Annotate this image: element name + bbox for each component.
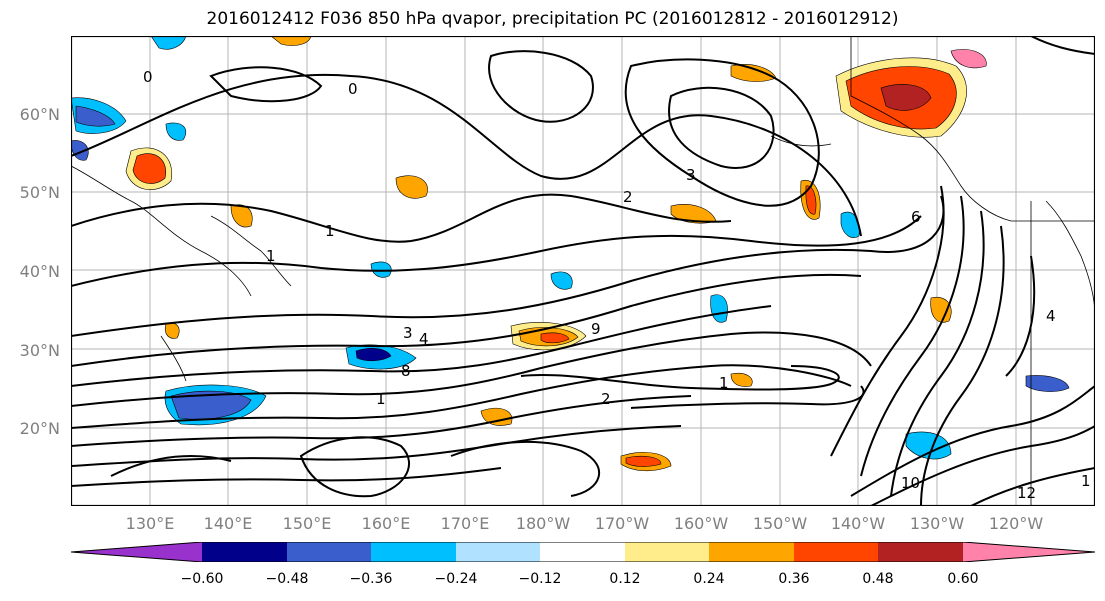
gridlines [71,36,1095,506]
lon-label-170w: 170°W [594,514,650,533]
contour-label: 3 [686,166,696,184]
colorbar [71,542,1095,562]
colorbar-tick: −0.48 [265,571,309,587]
lon-label-180w: 180°W [515,514,571,533]
lon-label-120w: 120°W [988,514,1044,533]
contour-label: 6 [911,208,921,226]
lat-label-50n: 50°N [19,183,60,202]
colorbar-tick: −0.36 [349,571,393,587]
contour-label: 8 [401,362,411,380]
lon-label-130w: 130°W [909,514,965,533]
colorbar-tick: 0.60 [947,571,979,587]
lon-label-150w: 150°W [752,514,808,533]
contour-label: 1 [325,222,335,240]
positive-shading [125,36,987,472]
map-border [71,36,1095,506]
colorbar-segment [963,542,1095,562]
contour-label: 1 [1081,472,1091,490]
colorbar-segment [371,542,456,562]
lon-label-130e: 130°E [125,514,175,533]
contour-label: 2 [601,390,611,408]
qvapor-contours [71,36,1095,506]
colorbar-tick: −0.12 [518,571,562,587]
colorbar-segment [794,542,878,562]
contour-label: 9 [591,320,601,338]
map-panel: 0 0 1 1 2 3 3 4 6 8 1 2 1 9 10 12 1 4 [71,36,1095,506]
contour-label: 1 [376,390,386,408]
lon-label-160w: 160°W [673,514,729,533]
contour-label: 0 [143,68,153,86]
map-title: 2016012412 F036 850 hPa qvapor, precipit… [206,9,899,29]
colorbar-segment [202,542,287,562]
contour-label: 1 [719,374,729,392]
lon-label-140e: 140°E [203,514,253,533]
colorbar-segment [456,542,540,562]
contour-label: 3 [403,324,413,342]
lon-label-140w: 140°W [830,514,886,533]
contour-label: 0 [348,80,358,98]
colorbar-segment [709,542,794,562]
contour-label: 10 [901,474,920,492]
lon-label-170e: 170°E [440,514,490,533]
colorbar-segment [625,542,709,562]
colorbar-tick: 0.48 [862,571,894,587]
lon-label-160e: 160°E [361,514,411,533]
contour-label: 12 [1017,484,1036,502]
lat-label-60n: 60°N [19,105,60,124]
lon-label-150e: 150°E [282,514,332,533]
lat-label-30n: 30°N [19,341,60,360]
colorbar-tick: 0.36 [778,571,810,587]
contour-label: 4 [1046,307,1056,325]
lat-label-40n: 40°N [19,262,60,281]
contour-label: 1 [266,247,276,265]
negative-shading [71,36,1070,460]
colorbar-tick: 0.12 [609,571,641,587]
colorbar-tick: 0.24 [693,571,725,587]
colorbar-segment [287,542,371,562]
colorbar-segment [878,542,963,562]
colorbar-tick: −0.60 [180,571,224,587]
colorbar-tick: −0.24 [434,571,478,587]
colorbar-segment [71,542,202,562]
coastlines [71,36,1095,506]
contour-label: 2 [623,188,633,206]
colorbar-segment [540,542,625,562]
contour-labels: 0 0 1 1 2 3 3 4 6 8 1 2 1 9 10 12 1 4 [143,68,1091,502]
lat-label-20n: 20°N [19,419,60,438]
contour-label: 4 [419,330,429,348]
